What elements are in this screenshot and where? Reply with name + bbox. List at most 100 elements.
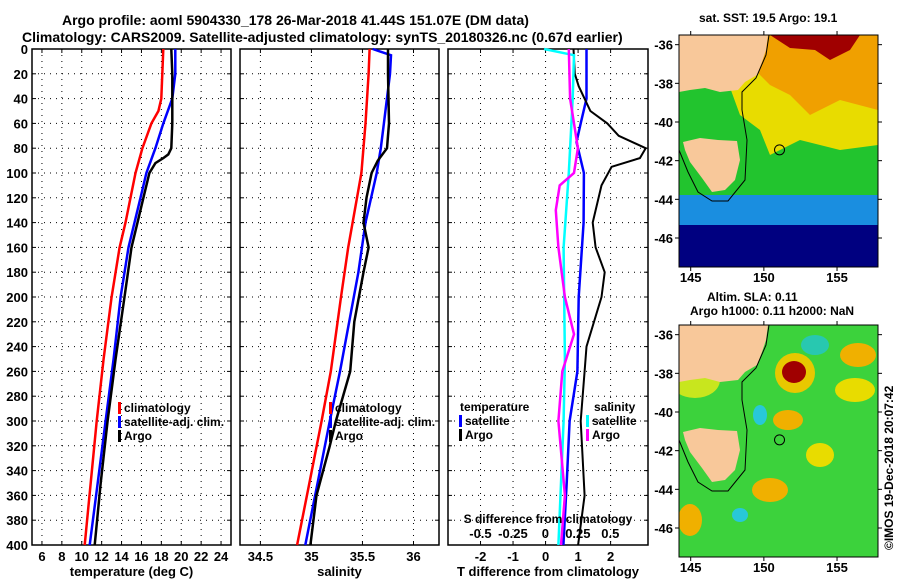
x-tick-label: 16 [134, 549, 148, 564]
map-x-tick-label: 150 [753, 270, 775, 285]
map-y-tick-label: -40 [654, 115, 673, 130]
y-tick-label: 380 [6, 513, 28, 528]
legend-swatch [586, 415, 589, 427]
y-tick-label: 340 [6, 464, 28, 479]
sla-map-panel: Altim. SLA: 0.11 Argo h1000: 0.11 h2000:… [654, 290, 882, 575]
legend-label: satellite [465, 414, 510, 428]
sst-hot-region [770, 35, 860, 60]
y-tick-label: 20 [14, 67, 28, 82]
y-tick-label: 300 [6, 414, 28, 429]
legend-swatch [329, 402, 332, 414]
y-tick-label: 320 [6, 439, 28, 454]
sst-orange-region [755, 35, 878, 115]
s-axis-label: S difference from climatology [464, 512, 633, 526]
series-line-satellite-adj-clim- [88, 49, 177, 546]
sla-orange-patch [773, 410, 803, 430]
y-tick-label: 60 [14, 116, 28, 131]
sst-map-axes: 145 150 155 -36 -38 -40 -42 -44 -46 [654, 31, 882, 285]
map-x-tick-label: 150 [753, 560, 775, 575]
x-tick-label: 20 [174, 549, 188, 564]
y-tick-label: 180 [6, 265, 28, 280]
x-tick-label: -1 [507, 549, 519, 564]
argo-float-marker [774, 434, 786, 446]
legend-swatch [329, 416, 332, 428]
sla-yellow-patch-mid [806, 443, 834, 467]
s-tick-label: -0.25 [498, 526, 528, 541]
legend-label: Argo [592, 428, 620, 442]
figure-title-line1: Argo profile: aoml 5904330_178 26-Mar-20… [62, 12, 529, 28]
s-tick-label: 0.5 [601, 526, 619, 541]
y-tick-label: 120 [6, 191, 28, 206]
map-y-tick-label: -46 [654, 231, 673, 246]
sla-map-title-line1: Altim. SLA: 0.11 [707, 290, 798, 304]
series-line-argo [309, 49, 391, 546]
x-tick-label: 22 [194, 549, 208, 564]
sla-warm-eddy [782, 361, 806, 383]
sla-map-frame [678, 324, 879, 558]
y-tick-label: 100 [6, 166, 28, 181]
x-axis-label: T difference from climatology [457, 564, 640, 579]
legend-label: satellite [592, 414, 637, 428]
x-tick-label: 2 [607, 549, 614, 564]
mainland-landmass [679, 325, 768, 382]
x-tick-label: -2 [475, 549, 487, 564]
s-tick-label: -0.5 [469, 526, 491, 541]
map-x-tick-label: 145 [680, 270, 702, 285]
x-tick-label: 10 [75, 549, 89, 564]
x-tick-label: 18 [154, 549, 168, 564]
legend-swatch [118, 416, 121, 428]
series-line-s-satellite [543, 47, 576, 546]
map-y-tick-label: -38 [654, 76, 673, 91]
sla-orange-patch-east [840, 343, 876, 367]
legend-heading-temperature: temperature [460, 400, 530, 414]
y-tick-label: 40 [14, 92, 28, 107]
y-tick-label: 400 [6, 538, 28, 553]
imos-credit: ©IMOS 19-Dec-2018 20:07:42 [882, 385, 896, 550]
y-tick-label: 80 [14, 141, 28, 156]
sst-cold-band [679, 225, 878, 267]
y-tick-label: 220 [6, 315, 28, 330]
tasmania-landmass [683, 138, 740, 192]
legend-label: Argo [335, 429, 363, 443]
map-x-tick-label: 155 [826, 270, 848, 285]
legend-label: Argo [465, 428, 493, 442]
x-tick-label: 12 [94, 549, 108, 564]
y-tick-label: 360 [6, 488, 28, 503]
mainland-landmass [679, 35, 768, 92]
x-tick-label: 6 [38, 549, 45, 564]
legend-heading-salinity: salinity [594, 400, 636, 414]
tasmania-landmass [683, 428, 740, 482]
sla-map-title-line2: Argo h1000: 0.11 h2000: NaN [690, 304, 854, 318]
legend-swatch [329, 430, 332, 442]
legend-label: climatology [124, 401, 191, 415]
map-y-tick-label: -40 [654, 405, 673, 420]
series-line-climatology [295, 48, 371, 546]
sla-contour-line [679, 325, 770, 492]
series-line-t-satellite [562, 49, 588, 546]
s-tick-label: 0.25 [565, 526, 590, 541]
map-y-tick-label: -38 [654, 366, 673, 381]
y-tick-label: 280 [6, 389, 28, 404]
s-tick-label: 0 [542, 526, 549, 541]
figure-title-line2: Climatology: CARS2009. Satellite-adjuste… [22, 29, 623, 45]
temperature-panel: 0 20 40 60 80 100 120 140 160 180 200 220 240 260 280 3… [6, 42, 232, 579]
sst-map-frame [678, 34, 879, 268]
argo-float-marker [774, 144, 786, 156]
legend-swatch [118, 402, 121, 414]
y-tick-label: 140 [6, 216, 28, 231]
x-tick-label: 34.5 [248, 549, 273, 564]
legend-swatch [459, 429, 462, 441]
legend-label: Argo [124, 429, 152, 443]
sla-cyan-patch-south [732, 508, 748, 522]
x-tick-label: 35 [304, 549, 318, 564]
sla-yellow-patch-east [835, 378, 875, 402]
map-y-tick-label: -44 [654, 192, 674, 207]
map-y-tick-label: -36 [654, 328, 673, 343]
legend-label: climatology [335, 401, 402, 415]
x-tick-label: 0 [542, 549, 549, 564]
y-tick-label: 260 [6, 364, 28, 379]
map-y-tick-label: -42 [654, 154, 673, 169]
sst-map-panel: sat. SST: 19.5 Argo: 19.1 145 150 155 -36 -3… [654, 11, 882, 285]
